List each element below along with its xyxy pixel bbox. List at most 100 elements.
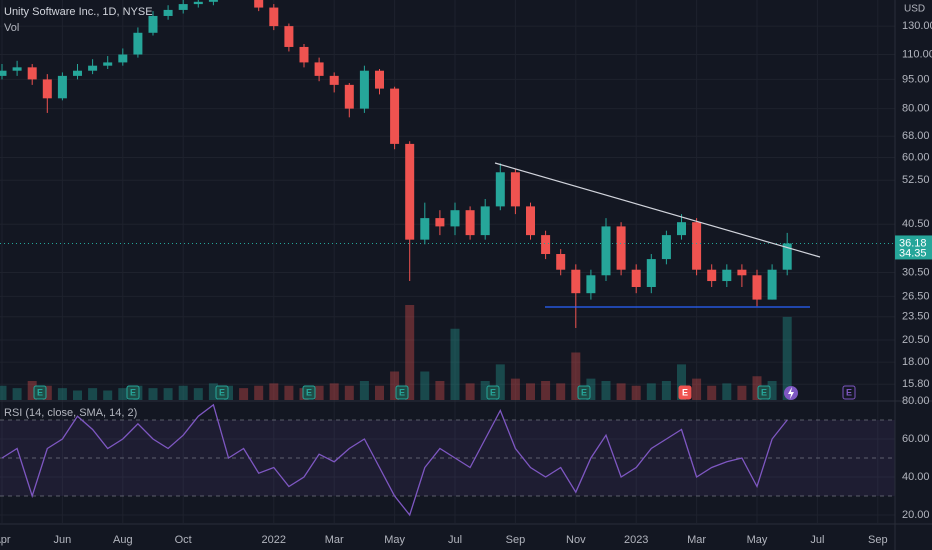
volume-bar xyxy=(767,381,777,400)
rsi-pane xyxy=(0,403,895,517)
earnings-marker xyxy=(757,385,771,400)
earnings-marker-label: E xyxy=(219,387,225,397)
volume-bar xyxy=(495,364,505,400)
y-tick-label: 18.00 xyxy=(902,356,930,368)
candle-body xyxy=(118,54,128,63)
earnings-marker-label: E xyxy=(761,387,767,397)
candle-body xyxy=(601,226,611,276)
candle-body xyxy=(73,70,82,76)
x-tick-label: Mar xyxy=(325,534,344,546)
y-tick-label: 60.00 xyxy=(902,151,930,163)
candle-body xyxy=(314,62,324,76)
earnings-marker xyxy=(842,385,856,400)
volume-bar xyxy=(571,352,581,400)
volume-bar xyxy=(390,371,400,400)
y-tick-label: 23.50 xyxy=(902,311,930,323)
earnings-marker xyxy=(302,385,316,400)
earnings-marker-label: E xyxy=(682,387,688,397)
x-tick-label: Nov xyxy=(566,534,586,546)
candle-body xyxy=(737,269,747,276)
volume-bar xyxy=(480,381,490,400)
volume-bar xyxy=(178,385,188,400)
candle-body xyxy=(510,172,520,207)
volume-bar xyxy=(450,328,460,400)
earnings-marker-label: E xyxy=(581,387,587,397)
y-tick-label: 60.00 xyxy=(902,433,930,445)
y-tick-label: 110.00 xyxy=(902,48,932,60)
earnings-marker-label: E xyxy=(37,387,43,397)
volume-bar xyxy=(57,388,67,400)
x-tick-label: Sep xyxy=(868,534,888,546)
earnings-marker xyxy=(33,385,47,400)
candle-body xyxy=(193,1,203,5)
volume-bar xyxy=(752,376,762,400)
volume-bar xyxy=(375,385,384,400)
last-price-label: 36.18 xyxy=(899,237,927,249)
candle-body xyxy=(88,65,98,71)
earnings-marker xyxy=(215,385,229,400)
volume-bar xyxy=(359,381,369,400)
volume-bar xyxy=(42,385,52,400)
volume-bar xyxy=(661,381,671,400)
earnings-marker xyxy=(577,385,591,400)
candle-body xyxy=(103,62,113,66)
rsi-title: RSI (14, close, SMA, 14, 2) xyxy=(4,407,137,419)
earnings-marker xyxy=(126,385,140,400)
volume-bar xyxy=(465,383,475,400)
volume-bar xyxy=(118,388,128,400)
candle-body xyxy=(148,15,158,33)
lightning-icon xyxy=(788,387,794,399)
y-tick-label: 80.00 xyxy=(902,395,930,407)
x-tick-label: Apr xyxy=(0,534,11,546)
candle-body xyxy=(405,143,415,240)
earnings-marker xyxy=(486,385,500,400)
chart-title: Unity Software Inc., 1D, NYSE xyxy=(4,6,153,18)
y-tick-label: 130.00 xyxy=(902,20,932,32)
trendline xyxy=(494,162,821,258)
candle-body xyxy=(631,269,641,288)
candle-body xyxy=(465,210,475,236)
candle-body xyxy=(208,0,218,2)
candle-body xyxy=(299,46,309,63)
volume-bar xyxy=(254,385,264,400)
candle-body xyxy=(420,218,430,240)
candle-body xyxy=(541,235,551,255)
volume-bar xyxy=(677,364,686,400)
volume-bar xyxy=(737,385,747,400)
axes: 130.00 110.00 95.00 80.00 68.00 60.00 52.50 40.… xyxy=(0,20,932,546)
candle-body xyxy=(435,218,445,227)
volume-bar xyxy=(284,385,294,400)
candle-body xyxy=(677,222,686,236)
volume-bar xyxy=(586,378,596,400)
candle-body xyxy=(707,269,717,282)
candle-body xyxy=(344,84,354,109)
y-tick-label: 15.80 xyxy=(902,378,930,390)
candle-body xyxy=(646,259,656,288)
volume-bar xyxy=(148,388,158,400)
candle-body xyxy=(12,67,22,71)
volume-label: Vol xyxy=(4,22,19,34)
y-tick-label: 40.50 xyxy=(902,218,930,230)
volume-bar xyxy=(269,383,279,400)
secondary-price-label: 34.35 xyxy=(899,247,927,259)
candle-body xyxy=(133,32,143,55)
volume-bar xyxy=(556,383,566,400)
candle-body xyxy=(178,4,188,10)
volume-bar xyxy=(163,388,173,400)
y-tick-label: 95.00 xyxy=(902,73,930,85)
candle-body xyxy=(722,269,732,282)
candle-body xyxy=(0,70,7,76)
candle-body xyxy=(42,79,52,99)
candle-body xyxy=(450,210,460,227)
volume-bar xyxy=(510,378,520,400)
x-tick-label: Aug xyxy=(113,534,133,546)
x-tick-label: Jul xyxy=(448,534,462,546)
candle-body xyxy=(359,70,369,109)
candle-body xyxy=(661,235,671,260)
volume-bar xyxy=(435,381,445,400)
y-tick-label: 80.00 xyxy=(902,103,930,115)
candle-body xyxy=(692,222,702,270)
earnings-marker-label: E xyxy=(399,387,405,397)
